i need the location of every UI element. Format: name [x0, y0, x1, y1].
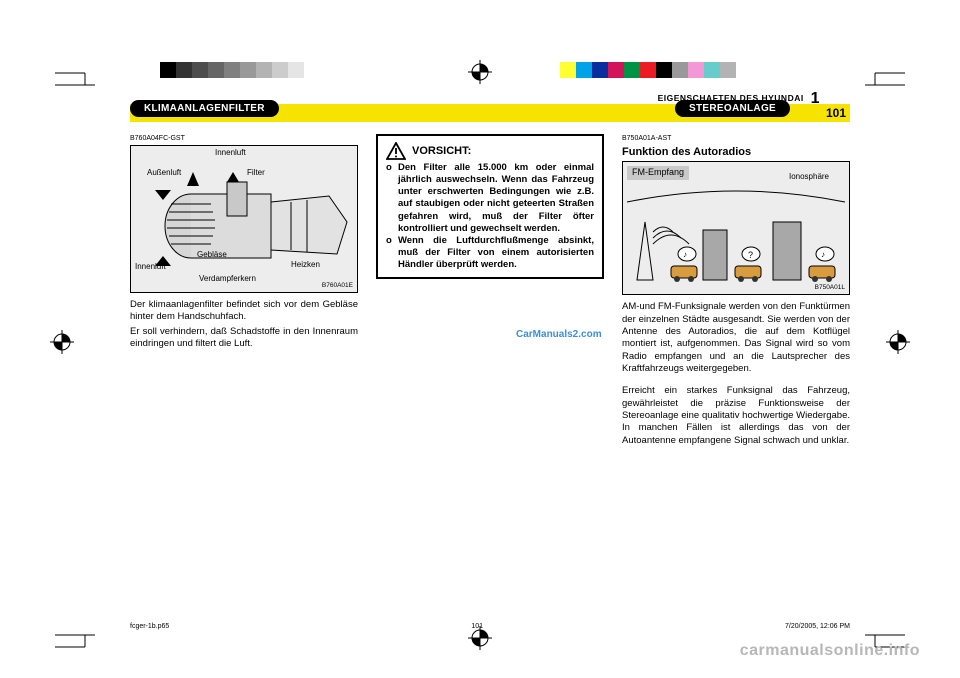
label-ionosphere: Ionosphäre	[789, 172, 829, 182]
label-geblaese: Gebläse	[197, 250, 227, 260]
label-heizken: Heizken	[291, 260, 320, 270]
label-innenluft-left: Innenluft	[135, 262, 166, 272]
swatch	[656, 62, 672, 78]
swatch	[736, 62, 752, 78]
swatch	[224, 62, 240, 78]
svg-text:?: ?	[748, 250, 753, 260]
footer-right: 7/20/2005, 12:06 PM	[785, 623, 850, 630]
footer: fcger-1b.p65 101 7/20/2005, 12:06 PM	[130, 623, 850, 630]
svg-text:♪: ♪	[821, 250, 825, 259]
swatch	[592, 62, 608, 78]
warning-item-1: oDen Filter alle 15.000 km oder einmal j…	[386, 162, 594, 235]
figure-code-1: B760A04FC-GST	[130, 134, 358, 143]
swatch	[256, 62, 272, 78]
warning-box: VORSICHT: oDen Filter alle 15.000 km ode…	[376, 134, 604, 279]
color-bar-right	[560, 62, 752, 78]
warning-item-2: oWenn die Luftdurchflußmenge absinkt, mu…	[386, 235, 594, 271]
swatch	[704, 62, 720, 78]
swatch	[160, 62, 176, 78]
label-aussenluft: Außenluft	[147, 168, 181, 178]
reg-mark-top-right	[865, 70, 905, 88]
swatch	[272, 62, 288, 78]
footer-left: fcger-1b.p65	[130, 623, 169, 630]
warning-heading: VORSICHT:	[386, 142, 594, 160]
watermark-carmanuals2: CarManuals2.com	[516, 328, 602, 341]
warning-title: VORSICHT:	[412, 144, 471, 158]
column-2: VORSICHT: oDen Filter alle 15.000 km ode…	[376, 134, 604, 447]
swatch	[304, 62, 320, 78]
swatch	[720, 62, 736, 78]
header-row: EIGENSCHAFTEN DES HYUNDAI 1 KLIMAANLAGEN…	[130, 90, 850, 128]
swatch	[608, 62, 624, 78]
swatch	[672, 62, 688, 78]
warning-triangle-icon	[386, 142, 406, 160]
reg-mark-top-left	[55, 70, 95, 88]
label-verdampferkern: Verdampferkern	[199, 274, 256, 284]
swatch	[624, 62, 640, 78]
swatch	[176, 62, 192, 78]
color-bar-left	[160, 62, 320, 78]
col3-title: Funktion des Autoradios	[622, 145, 850, 159]
svg-text:♪: ♪	[683, 250, 687, 259]
page-number: 101	[822, 106, 850, 120]
swatch	[208, 62, 224, 78]
reg-mark-left-center	[50, 330, 74, 354]
col3-para2: Erreicht ein starkes Funksignal das Fahr…	[622, 385, 850, 447]
label-filter: Filter	[247, 168, 265, 178]
swatch	[192, 62, 208, 78]
swatch	[576, 62, 592, 78]
reg-mark-bottom-left	[55, 632, 95, 650]
figure-code-3: B750A01A-AST	[622, 134, 850, 143]
reg-mark-right-center	[886, 330, 910, 354]
col1-para1: Der klimaanlagenfilter befindet sich vor…	[130, 299, 358, 324]
column-3: B750A01A-AST Funktion des Autoradios FM-…	[622, 134, 850, 447]
page: EIGENSCHAFTEN DES HYUNDAI 1 KLIMAANLAGEN…	[130, 90, 850, 580]
columns: B760A04FC-GST	[130, 134, 850, 447]
figure-filter-diagram: Innenluft Außenluft Filter Gebläse Innen…	[130, 145, 358, 293]
pill-klimaanlagenfilter: KLIMAANLAGENFILTER	[130, 100, 279, 117]
col3-para1: AM-und FM-Funksignale werden von den Fun…	[622, 301, 850, 375]
figure-fm-reception: FM-Empfang Ionosphäre	[622, 161, 850, 295]
figure-credit-3: B750A01L	[815, 284, 845, 292]
swatch	[240, 62, 256, 78]
figure-credit-1: B760A01E	[322, 282, 353, 290]
reg-mark-top-center	[468, 60, 492, 84]
pill-stereoanlage: STEREOANLAGE	[675, 100, 790, 117]
watermark-carmanualsonline: carmanualsonline.info	[740, 642, 920, 660]
swatch	[560, 62, 576, 78]
footer-mid: 101	[471, 623, 483, 630]
swatch	[288, 62, 304, 78]
column-1: B760A04FC-GST	[130, 134, 358, 447]
fm-tag: FM-Empfang	[627, 166, 689, 180]
swatch	[640, 62, 656, 78]
swatch	[688, 62, 704, 78]
col1-para2: Er soll verhindern, daß Schadstoffe in d…	[130, 326, 358, 351]
label-innenluft-top: Innenluft	[215, 148, 246, 158]
